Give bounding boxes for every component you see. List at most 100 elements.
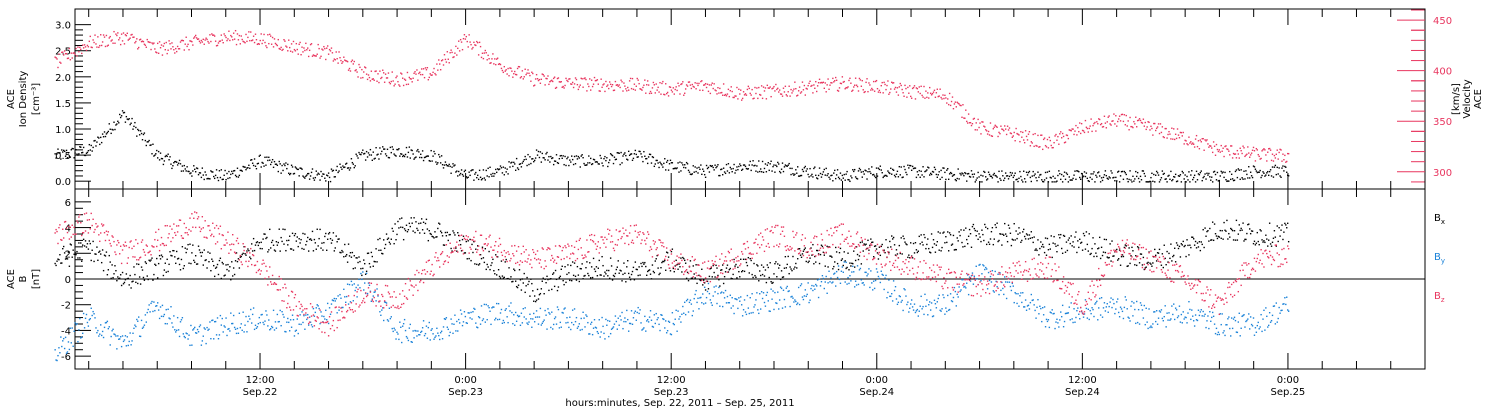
bx-point	[299, 242, 301, 244]
density-point	[461, 173, 464, 176]
velocity-point	[340, 59, 342, 62]
bx-point	[1227, 238, 1229, 240]
velocity-point	[175, 47, 177, 50]
bx-point	[1239, 229, 1241, 232]
density-point	[423, 156, 426, 159]
bx-point	[495, 254, 497, 256]
velocity-point	[601, 86, 603, 88]
bx-point	[931, 246, 934, 249]
bx-point	[265, 237, 267, 240]
bx-point	[726, 264, 729, 266]
velocity-point	[130, 34, 132, 36]
density-point	[679, 161, 681, 163]
bx-point	[848, 269, 850, 271]
velocity-point	[555, 86, 558, 89]
density-point	[902, 176, 904, 178]
field-tick-label: 4	[65, 224, 71, 235]
bx-point	[438, 222, 440, 224]
density-point	[1017, 180, 1019, 183]
density-point	[119, 113, 121, 116]
by-point	[211, 319, 213, 322]
velocity-point	[228, 30, 230, 32]
by-point	[112, 328, 114, 331]
velocity-point	[825, 91, 827, 93]
velocity-point	[1043, 137, 1046, 139]
bx-point	[202, 264, 204, 266]
velocity-point	[967, 113, 970, 115]
by-point	[663, 318, 665, 321]
by-point	[507, 321, 509, 324]
density-point	[68, 156, 71, 158]
bx-point	[885, 239, 887, 241]
bx-point	[629, 278, 632, 281]
density-point	[578, 157, 581, 159]
bx-point	[1066, 249, 1069, 252]
bx-point	[1012, 239, 1014, 241]
velocity-point	[202, 38, 204, 41]
velocity-point	[1057, 135, 1059, 138]
bx-point	[157, 262, 160, 265]
by-point	[377, 295, 379, 297]
density-point	[681, 162, 683, 164]
density-point	[342, 165, 344, 167]
by-point	[863, 284, 865, 286]
by-point	[387, 320, 390, 322]
bx-point	[1273, 230, 1276, 232]
by-point	[332, 299, 335, 302]
by-point	[502, 319, 505, 322]
density-point	[674, 167, 676, 169]
by-point	[849, 274, 851, 277]
density-point	[675, 167, 677, 170]
velocity-point	[351, 59, 354, 61]
by-point	[853, 271, 855, 273]
density-point	[900, 166, 902, 168]
by-point	[260, 314, 262, 316]
velocity-point	[685, 84, 688, 86]
by-point	[961, 278, 963, 281]
bx-point	[1094, 243, 1096, 245]
by-point	[437, 332, 439, 334]
velocity-point	[429, 73, 431, 75]
velocity-point	[1206, 139, 1208, 141]
density-point	[413, 158, 415, 160]
bx-point	[166, 258, 168, 261]
velocity-point	[447, 58, 449, 60]
velocity-point	[1234, 153, 1237, 155]
density-point	[961, 172, 963, 174]
bx-point	[1194, 240, 1197, 243]
velocity-point	[793, 88, 795, 90]
bx-point	[584, 274, 586, 277]
by-point	[984, 268, 986, 271]
velocity-point	[1201, 138, 1203, 140]
velocity-point	[763, 90, 766, 92]
by-point	[200, 344, 203, 346]
by-point	[384, 301, 387, 304]
density-point	[784, 164, 787, 166]
velocity-point	[152, 43, 154, 45]
velocity-point	[436, 63, 438, 65]
velocity-point	[872, 89, 874, 91]
bx-point	[545, 281, 547, 284]
by-point	[170, 306, 172, 308]
by-point	[687, 311, 690, 313]
velocity-point	[615, 84, 618, 86]
velocity-point	[1273, 154, 1276, 157]
density-point	[456, 170, 458, 172]
density-point	[999, 177, 1001, 180]
by-point	[552, 328, 554, 330]
density-point	[1168, 174, 1170, 177]
density-point	[343, 166, 345, 169]
velocity-point	[560, 81, 562, 83]
density-point	[1087, 180, 1089, 182]
bx-point	[532, 290, 534, 292]
by-point	[445, 317, 448, 319]
velocity-point	[380, 77, 382, 80]
velocity-point	[1065, 134, 1068, 136]
bx-point	[768, 276, 770, 279]
bx-point	[1263, 240, 1265, 242]
velocity-point	[232, 39, 234, 41]
bx-point	[717, 274, 719, 277]
by-point	[233, 326, 236, 329]
bx-point	[1055, 245, 1057, 247]
velocity-point	[830, 82, 832, 84]
